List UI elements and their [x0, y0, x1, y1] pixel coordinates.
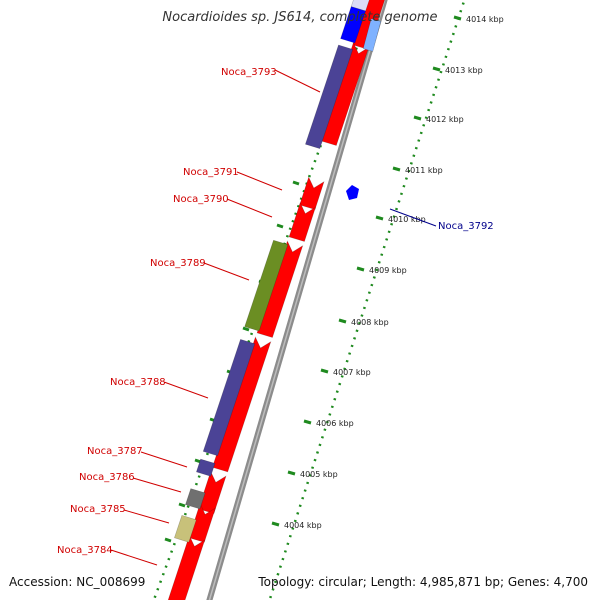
reverse-cds-5 [196, 458, 216, 477]
scale-tick-right-3 [392, 166, 401, 172]
gene-label-leader-4 [203, 262, 250, 281]
gene-label-leader-3 [389, 208, 437, 227]
scale-label-10: 4004 kbp [284, 521, 322, 530]
scale-tick-right-10 [271, 521, 280, 527]
scale-label-5: 4009 kbp [369, 266, 407, 275]
forward-cds-3 [288, 201, 317, 242]
gene-label-5: Noca_3788 [110, 377, 166, 388]
gene-label-leader-1 [236, 171, 283, 191]
scale-label-3: 4011 kbp [405, 166, 443, 175]
scale-label-9: 4005 kbp [300, 470, 338, 479]
outer-scale-dots-right [267, 0, 466, 604]
gene-label-1: Noca_3791 [183, 167, 239, 178]
gene-label-0: Noca_3793 [221, 67, 277, 78]
topology-label: Topology: circular; Length: 4,985,871 bp… [258, 575, 588, 589]
scale-label-7: 4007 kbp [333, 368, 371, 377]
scale-label-8: 4006 kbp [316, 419, 354, 428]
scale-label-6: 4008 kbp [351, 318, 389, 327]
scale-tick-right-8 [303, 419, 312, 425]
forward-cds-4 [256, 240, 304, 338]
gene-label-leader-2 [226, 198, 273, 218]
scale-tick-left-9 [178, 502, 186, 508]
scale-tick-left-5 [242, 326, 250, 332]
gene-label-2: Noca_3790 [173, 194, 229, 205]
scale-label-2: 4012 kbp [426, 115, 464, 124]
scale-tick-right-9 [287, 470, 296, 476]
reverse-cds-1 [340, 6, 366, 44]
scale-tick-right-1 [432, 66, 441, 72]
map-title: Nocardioides sp. JS614, complete genome [162, 10, 438, 25]
reverse-cds-4 [202, 339, 256, 457]
gene-label-leader-5 [163, 381, 209, 399]
highlight-cds-overlay [362, 18, 382, 52]
gene-label-leader-6 [140, 451, 188, 468]
accession-label: Accession: NC_008699 [9, 575, 146, 589]
gene-label-leader-7 [132, 477, 182, 493]
gene-label-7: Noca_3786 [79, 472, 135, 483]
gene-label-leader-8 [123, 509, 170, 524]
gene-label-9: Noca_3784 [57, 545, 113, 556]
scale-tick-left-3 [276, 223, 284, 229]
scale-tick-left-10 [164, 537, 172, 543]
gene-label-8: Noca_3785 [70, 504, 126, 515]
scale-label-0: 4014 kbp [466, 15, 504, 24]
forward-cds-1 [320, 41, 370, 146]
reverse-cds-7 [174, 515, 197, 543]
forward-cds-5 [212, 336, 272, 473]
scale-tick-left-2 [292, 180, 300, 186]
scale-tick-right-2 [413, 115, 422, 121]
scale-label-1: 4013 kbp [445, 66, 483, 75]
forward-cds-2 [299, 176, 325, 210]
scale-label-4: 4010 kbp [388, 215, 426, 224]
backbone-highlight [207, 0, 386, 604]
scale-tick-right-7 [320, 368, 329, 374]
scale-tick-right-6 [338, 318, 347, 324]
gene-label-6: Noca_3787 [87, 446, 143, 457]
noca-3792-marker [346, 185, 359, 200]
gene-label-4: Noca_3789 [150, 258, 206, 269]
forward-cds-0 [352, 0, 385, 50]
forward-cds-7 [188, 502, 216, 543]
gene-label-leader-9 [110, 549, 158, 566]
forward-cds-8 [166, 534, 206, 604]
scale-tick-right-5 [356, 266, 365, 272]
reverse-cds-3 [244, 239, 289, 332]
scale-tick-right-4 [375, 215, 384, 221]
scale-tick-right-0 [453, 15, 462, 21]
gene-label-3: Noca_3792 [438, 221, 494, 232]
reverse-cds-6 [185, 488, 206, 510]
gene-label-leader-0 [274, 69, 321, 93]
reverse-cds-2 [305, 44, 354, 149]
